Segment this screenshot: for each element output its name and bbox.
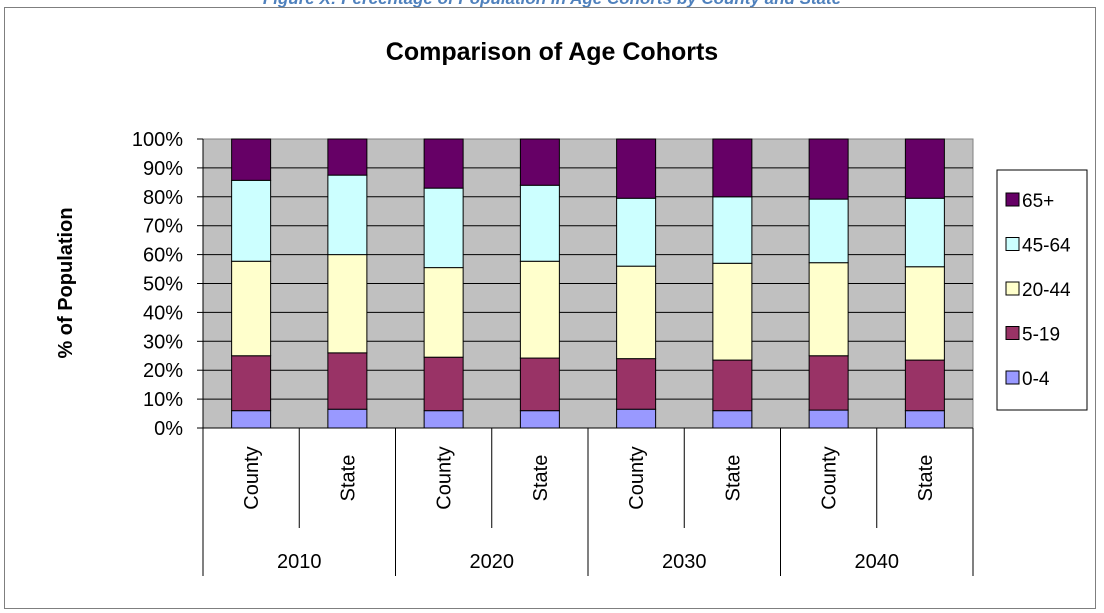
bar-segment-20-44 [616,265,657,360]
bar-segment-65+ [712,138,753,198]
legend-swatch [1005,237,1020,251]
bar-segment-45-64 [904,197,945,268]
legend-swatch [1005,326,1020,340]
category-label: County [434,446,456,509]
legend-swatch [1005,192,1020,207]
bar-segment-0-4 [904,410,945,429]
bar-segment-20-44 [231,260,272,357]
category-label: State [722,455,744,502]
category-label: County [819,446,841,509]
legend-label: 45-64 [1022,236,1071,257]
bar-segment-20-44 [327,254,368,354]
bar-segment-20-44 [423,267,464,358]
bar-segment-65+ [616,138,657,199]
bar-segment-20-44 [712,262,753,361]
y-tick-label: 60% [143,245,183,267]
y-tick-label: 90% [143,158,183,180]
bar-segment-5-19 [327,352,368,410]
bar-segment-0-4 [519,410,560,429]
bar-segment-45-64 [423,187,464,269]
bar-segment-5-19 [231,355,272,412]
figure-caption: Figure X: Percentage of Population in Ag… [0,0,1104,9]
bar-segment-65+ [423,138,464,189]
bar-segment-5-19 [616,358,657,410]
bar-segment-5-19 [519,357,560,412]
bar-segment-45-64 [616,197,657,267]
category-label: State [337,455,359,502]
y-tick-label: 50% [143,274,183,296]
bar-segment-0-4 [616,408,657,429]
bar-segment-45-64 [712,196,753,264]
bar-segment-45-64 [231,179,272,262]
y-tick-label: 40% [143,302,183,324]
y-axis-title: % of Population [55,207,77,358]
y-tick-label: 100% [132,129,183,151]
bar-segment-5-19 [808,355,849,411]
bar-segment-5-19 [712,359,753,412]
legend-swatch [1005,281,1020,296]
legend-label: 65+ [1022,191,1054,212]
legend-label: 20-44 [1022,280,1071,301]
y-tick-label: 70% [143,216,183,238]
group-label: 2030 [662,551,707,573]
bar-segment-20-44 [519,260,560,359]
bar-segment-65+ [904,138,945,199]
y-tick-label: 20% [143,360,183,382]
category-label: County [241,446,263,509]
group-label: 2040 [855,551,900,573]
bar-segment-0-4 [231,410,272,429]
y-tick-label: 10% [143,389,183,411]
bar-segment-65+ [808,138,849,200]
legend-swatch [1005,370,1020,385]
bar-segment-0-4 [423,410,464,429]
legend-label: 0-4 [1022,369,1050,390]
bar-segment-20-44 [904,266,945,361]
bar-segment-5-19 [423,356,464,412]
y-tick-label: 30% [143,331,183,353]
bar-segment-45-64 [808,198,849,264]
group-label: 2020 [470,551,515,573]
bar-segment-5-19 [904,359,945,412]
y-tick-label: 80% [143,187,183,209]
category-label: County [626,446,648,509]
bar-segment-20-44 [808,262,849,357]
category-label: State [530,455,552,502]
legend: 65+ 45-64 20-44 5-19 0-4 [996,169,1088,411]
group-label: 2010 [277,551,322,573]
bar-segment-65+ [231,138,272,181]
plot-area: 0% 10% 20% 30% 40% 50% 60% 70% 80% 90% 100% County S… [132,129,974,576]
bar-segment-0-4 [712,410,753,429]
bar-segment-65+ [327,138,368,176]
bar-segment-45-64 [519,184,560,262]
bar-segment-65+ [519,138,560,186]
legend-label: 5-19 [1022,325,1060,346]
category-label: State [915,455,937,502]
bar-segment-0-4 [808,409,849,429]
bar-segment-0-4 [327,408,368,429]
y-tick-label: 0% [154,418,183,440]
bar-segment-45-64 [327,174,368,256]
chart-title: Comparison of Age Cohorts [386,38,718,66]
